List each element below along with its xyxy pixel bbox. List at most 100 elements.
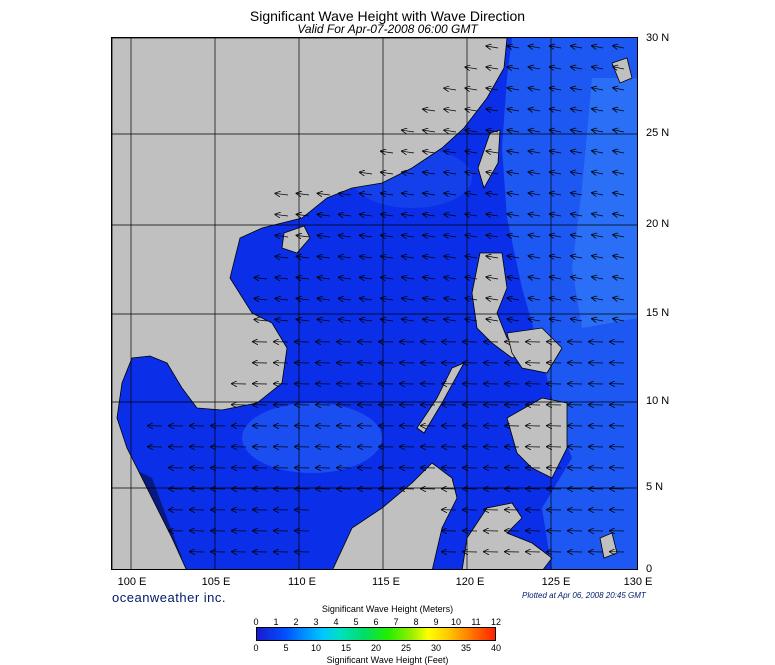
wave-arrow (508, 151, 520, 153)
wave-arrow (550, 109, 562, 111)
wave-arrow (465, 193, 478, 195)
wave-arrow (381, 214, 394, 216)
wave-arrow (297, 319, 310, 321)
wave-arrow (571, 256, 583, 258)
wave-arrow (550, 130, 562, 132)
wave-arrow (613, 214, 625, 216)
wave-arrow (402, 172, 415, 174)
wave-arrow (423, 214, 436, 216)
lat-label-20: 20 N (646, 218, 670, 230)
wave-arrow (508, 256, 520, 258)
wave-arrow (318, 214, 331, 216)
wave-arrow (381, 256, 394, 258)
colorbar-meters-tick: 5 (353, 617, 359, 627)
wave-arrow (339, 235, 352, 237)
wave-arrow (465, 277, 478, 279)
wave-arrow (360, 298, 373, 300)
wave-map (111, 37, 638, 570)
wave-arrow (613, 88, 625, 90)
wave-arrow (360, 193, 373, 195)
wave-arrow (508, 319, 520, 321)
wave-arrow (550, 319, 562, 321)
wave-arrow (297, 214, 310, 216)
wave-arrow (613, 151, 625, 153)
wave-arrow (592, 67, 604, 69)
colorbar-meters-tick: 0 (253, 617, 259, 627)
wave-arrow (318, 319, 331, 321)
wave-arrow (613, 172, 625, 174)
wave-arrow (529, 235, 541, 237)
wave-arrow (508, 298, 520, 300)
colorbar-meters-tick: 4 (333, 617, 339, 627)
wave-arrow (550, 235, 562, 237)
lon-label-125: 125 E (541, 576, 571, 588)
wave-arrow (486, 256, 499, 258)
wave-arrow (339, 193, 352, 195)
wave-arrow (297, 256, 310, 258)
wave-arrow (592, 235, 604, 237)
wave-arrow (486, 235, 499, 237)
wave-arrow (571, 214, 583, 216)
wave-arrow (613, 256, 625, 258)
colorbar-meters-tick: 2 (293, 617, 299, 627)
colorbar-meters-tick: 3 (313, 617, 319, 627)
wave-arrow (318, 235, 331, 237)
wave-arrow (465, 151, 478, 153)
wave-arrow (486, 193, 499, 195)
wave-arrow (571, 298, 583, 300)
wave-arrow (275, 298, 289, 300)
wave-arrow (571, 319, 583, 321)
wave-arrow (592, 46, 604, 48)
wave-arrow (486, 67, 499, 69)
wave-arrow (613, 67, 625, 69)
wave-arrow (529, 172, 541, 174)
lat-label-15: 15 N (646, 307, 670, 319)
wave-arrow (486, 298, 499, 300)
wave-arrow (508, 277, 520, 279)
land-asia (112, 38, 508, 569)
wave-arrow (423, 277, 436, 279)
wave-arrow (275, 214, 289, 216)
wave-arrow (465, 235, 478, 237)
wave-arrow (550, 46, 562, 48)
wave-arrow (486, 130, 499, 132)
wave-arrow (613, 319, 625, 321)
wave-arrow (402, 214, 415, 216)
wave-arrow (592, 256, 604, 258)
wave-arrow (592, 214, 604, 216)
brand-logo-text: oceanweather inc. (112, 590, 227, 605)
wave-arrow (529, 214, 541, 216)
wave-arrow (571, 172, 583, 174)
wave-arrow (465, 214, 478, 216)
wave-arrow (486, 277, 499, 279)
wave-arrow (444, 130, 457, 132)
wave-arrow (486, 172, 499, 174)
wave-arrow (360, 214, 373, 216)
wave-arrow (360, 256, 373, 258)
wave-arrow (297, 277, 310, 279)
wave-arrow (318, 298, 331, 300)
wave-arrow (318, 277, 331, 279)
wave-arrow (550, 214, 562, 216)
wave-arrow (465, 319, 478, 321)
colorbar-feet-tick: 25 (400, 643, 412, 653)
wave-arrow (529, 67, 541, 69)
wave-arrow (529, 298, 541, 300)
wave-arrow (423, 172, 436, 174)
wave-arrow (571, 193, 583, 195)
wave-arrow (402, 235, 415, 237)
lat-label-5: 5 N (646, 481, 664, 493)
wave-arrow (402, 151, 415, 153)
wave-arrow (592, 109, 604, 111)
wave-arrow (550, 172, 562, 174)
wave-arrow (423, 235, 436, 237)
wave-arrow (529, 277, 541, 279)
wave-arrow (381, 172, 394, 174)
colorbar-feet-tick: 15 (340, 643, 352, 653)
colorbar-meters-tick: 9 (433, 617, 439, 627)
wave-arrow (360, 172, 373, 174)
wave-arrow (402, 193, 415, 195)
wave-arrow (444, 193, 457, 195)
wave-arrow (444, 277, 457, 279)
wave-arrow (402, 298, 415, 300)
